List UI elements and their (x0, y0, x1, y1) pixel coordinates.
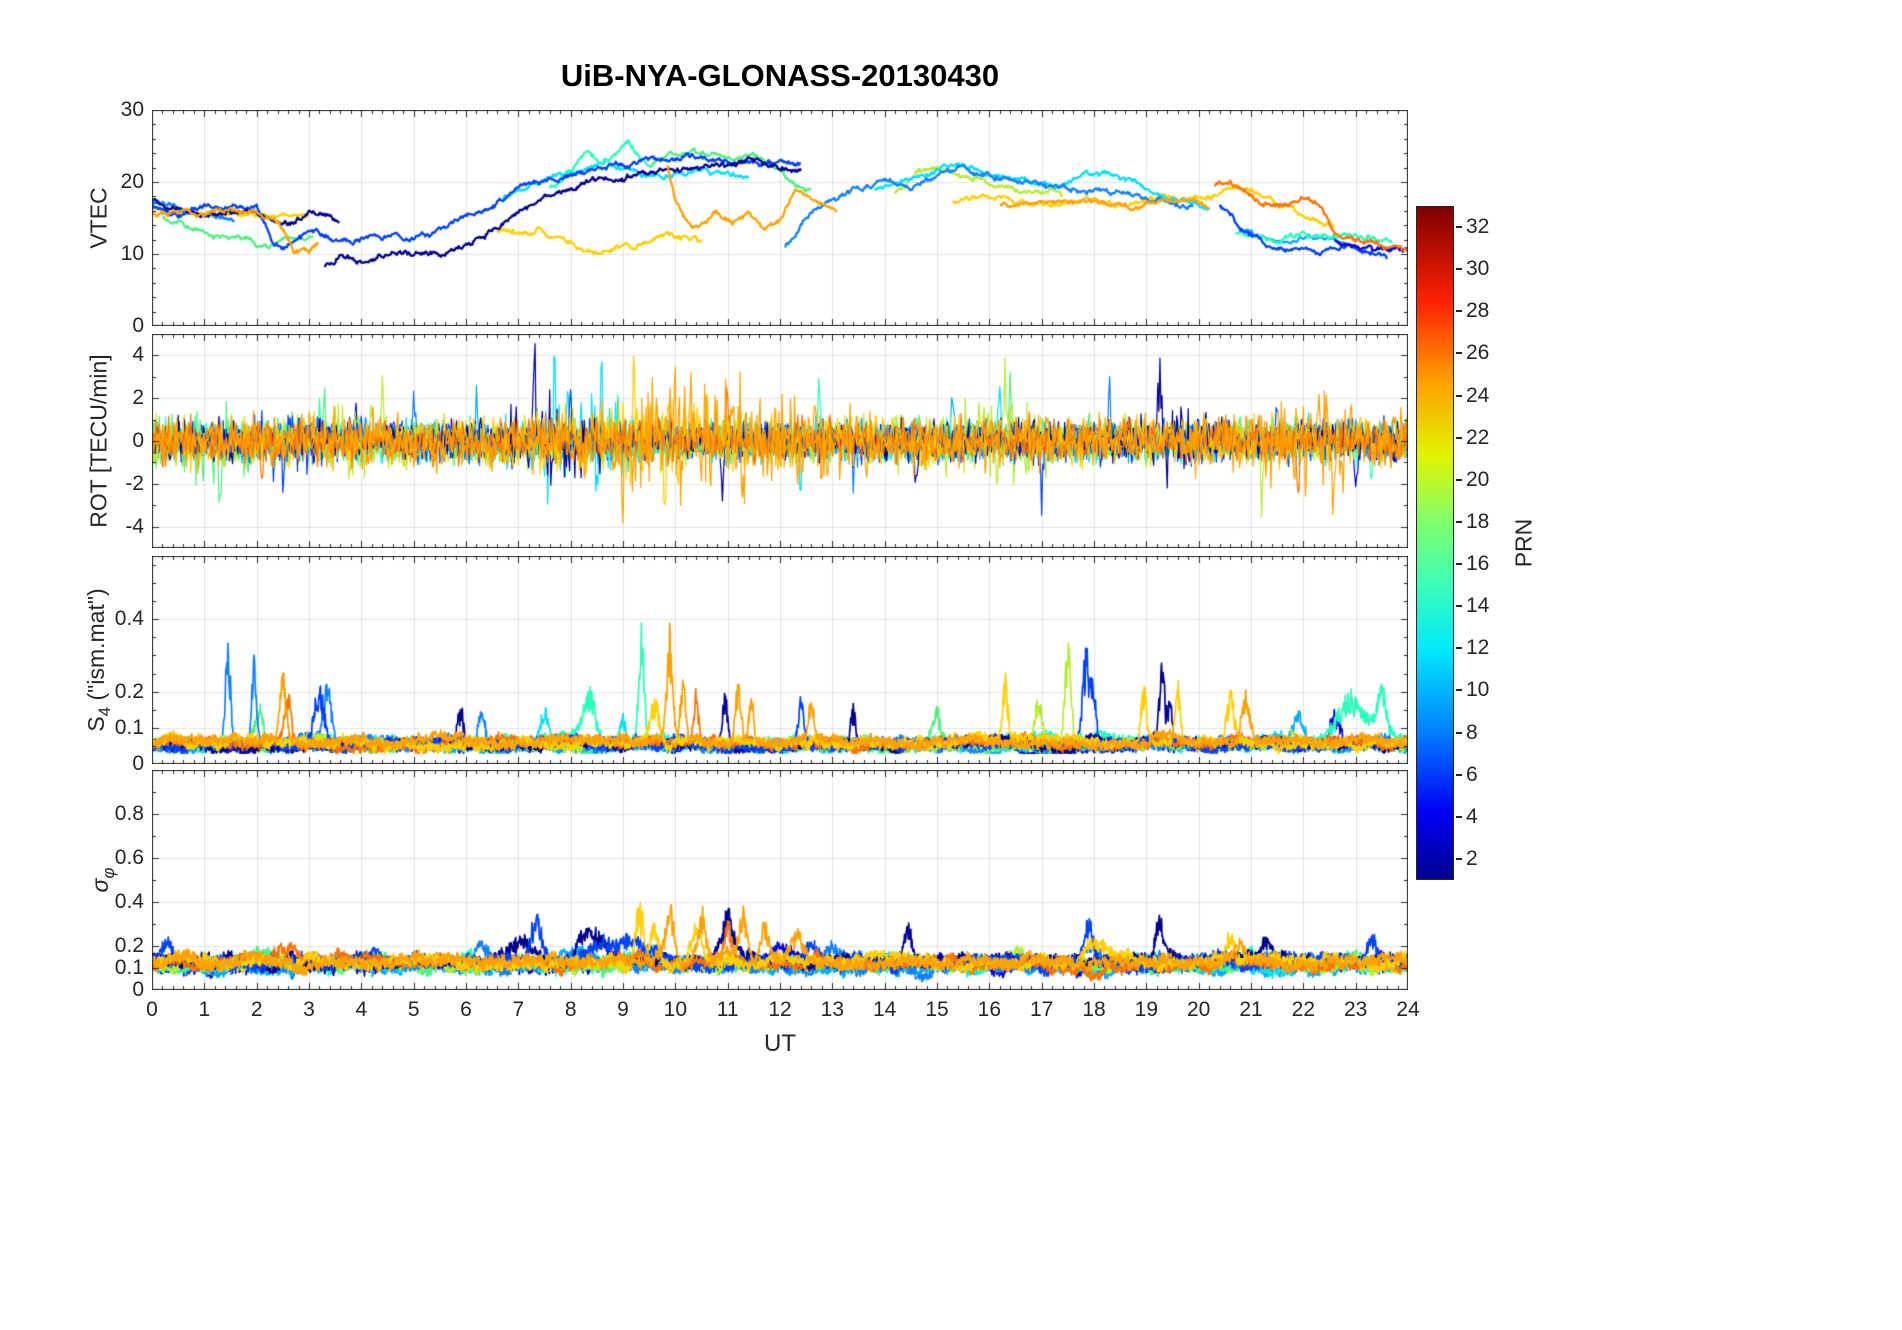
x-tick-label: 14 (872, 998, 897, 1021)
colorbar-label: PRN (1510, 518, 1537, 568)
colorbar-tick-label: 6 (1466, 762, 1478, 786)
vtec-axis-label: VTEC (85, 187, 112, 249)
y-tick-label: 0.8 (114, 802, 144, 825)
y-tick-label: 0.4 (114, 607, 144, 631)
colorbar-tick-label: 2 (1466, 846, 1478, 870)
x-tick-label: 9 (617, 998, 629, 1021)
y-tick-label: 0 (132, 429, 144, 452)
x-tick-label: 7 (512, 998, 525, 1021)
colorbar-tick-label: 8 (1466, 720, 1478, 744)
colorbar-tick (1456, 773, 1462, 776)
colorbar-tick-label: 16 (1466, 552, 1490, 576)
colorbar-tick-label: 28 (1466, 299, 1490, 323)
colorbar-tick (1456, 815, 1462, 818)
y-tick-label: 4 (132, 343, 144, 367)
colorbar-tick (1456, 689, 1462, 692)
x-tick-label: 10 (663, 998, 688, 1021)
colorbar-tick (1456, 857, 1462, 860)
x-tick-label: 15 (925, 998, 949, 1021)
y-tick-label: 0.2 (114, 679, 144, 703)
y-tick-label: 0.1 (114, 715, 144, 739)
x-tick-label: 3 (303, 998, 315, 1021)
y-tick-label: 0 (132, 314, 144, 337)
y-tick-label: 10 (120, 242, 144, 265)
colorbar-tick-label: 18 (1466, 509, 1490, 533)
colorbar-tick (1456, 268, 1462, 271)
colorbar-tick (1456, 310, 1462, 313)
y-tick-label: 0 (132, 752, 144, 775)
colorbar-tick-label: 14 (1466, 594, 1490, 618)
y-tick-label: -4 (125, 514, 144, 538)
x-tick-label: 16 (977, 998, 1002, 1021)
x-tick-label: 23 (1343, 998, 1368, 1021)
vtec-plot-area (152, 110, 1408, 326)
colorbar-tick (1456, 394, 1462, 397)
x-tick-label: 17 (1029, 998, 1054, 1021)
colorbar-tick (1456, 605, 1462, 608)
x-tick-label: 24 (1396, 998, 1420, 1021)
y-tick-label: 30 (120, 98, 144, 121)
x-tick-label: 21 (1239, 998, 1263, 1021)
x-tick-label: 19 (1134, 998, 1159, 1021)
sigma-phi-plot-area (152, 770, 1408, 990)
colorbar-tick-label: 4 (1466, 804, 1478, 828)
y-tick-label: 2 (132, 386, 144, 410)
x-tick-label: 6 (460, 998, 472, 1021)
y-tick-label: 0 (132, 978, 144, 1001)
colorbar-tick-label: 22 (1466, 425, 1490, 449)
x-tick-label: 0 (146, 998, 158, 1021)
chart-title: UiB-NYA-GLONASS-20130430 (560, 58, 1000, 93)
x-tick-label: 5 (407, 998, 420, 1021)
x-tick-label: 13 (820, 998, 845, 1021)
rot-plot-area (152, 334, 1408, 548)
colorbar-tick-label: 26 (1466, 341, 1490, 365)
colorbar-tick-label: 32 (1466, 215, 1490, 239)
colorbar-tick (1456, 563, 1462, 566)
colorbar-tick (1456, 520, 1462, 523)
colorbar-tick (1456, 731, 1462, 734)
colorbar-tick (1456, 436, 1462, 439)
y-tick-label: 0.2 (114, 934, 144, 957)
colorbar-tick (1456, 647, 1462, 650)
x-tick-label: 12 (768, 998, 792, 1021)
x-tick-label: 18 (1082, 998, 1106, 1021)
colorbar (1416, 206, 1454, 880)
y-tick-label: 0.4 (114, 890, 144, 913)
colorbar-tick (1456, 226, 1462, 229)
x-tick-label: 8 (564, 998, 577, 1021)
colorbar-tick-label: 12 (1466, 636, 1490, 660)
x-tick-label: 20 (1186, 998, 1211, 1021)
colorbar-tick (1456, 352, 1462, 355)
colorbar-tick-label: 20 (1466, 467, 1490, 491)
x-tick-label: 1 (198, 998, 211, 1021)
y-tick-label: 0.1 (114, 956, 144, 979)
colorbar-tick (1456, 478, 1462, 481)
sigma-phi-axis-label: σφ (87, 867, 118, 893)
s4-plot-area (152, 556, 1408, 764)
colorbar-tick-label: 10 (1466, 678, 1490, 702)
x-tick-label: 2 (250, 998, 263, 1021)
x-axis-label: UT (764, 1030, 796, 1057)
colorbar-tick-label: 24 (1466, 383, 1490, 407)
y-tick-label: -2 (125, 471, 144, 495)
x-tick-label: 22 (1291, 998, 1316, 1021)
colorbar-tick-label: 30 (1466, 257, 1490, 281)
y-tick-label: 20 (120, 170, 144, 193)
x-tick-label: 4 (355, 998, 368, 1021)
x-tick-label: 11 (716, 998, 739, 1021)
y-tick-label: 0.6 (114, 846, 144, 869)
